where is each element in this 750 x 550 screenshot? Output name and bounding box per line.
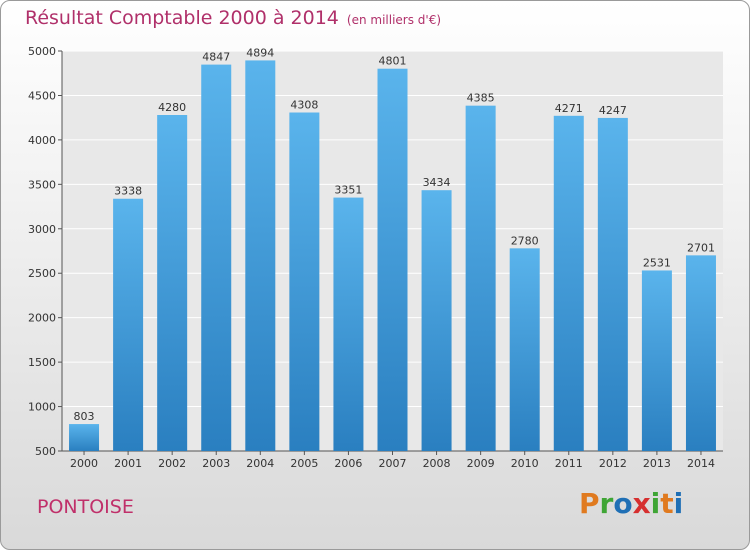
bar: [113, 198, 144, 451]
bar: [641, 270, 672, 451]
x-tick-label: 2004: [246, 457, 274, 470]
bar: [69, 424, 100, 451]
proxiti-logo: Proxiti: [579, 487, 683, 520]
y-tick-label: 2500: [28, 267, 56, 280]
x-tick-label: 2006: [334, 457, 362, 470]
bar: [333, 197, 364, 451]
bar: [245, 60, 276, 452]
logo-letter: t: [660, 487, 674, 520]
commune-name: PONTOISE: [37, 496, 134, 518]
bar-value-label: 4847: [202, 51, 230, 64]
x-tick-label: 2013: [643, 457, 671, 470]
bar-value-label: 2531: [643, 256, 671, 269]
bar: [597, 117, 628, 451]
x-tick-label: 2000: [70, 457, 98, 470]
bar-value-label: 3338: [114, 185, 142, 198]
y-tick-label: 3000: [28, 223, 56, 236]
logo-letter: P: [579, 487, 600, 520]
bar-value-label: 4280: [158, 101, 186, 114]
bar: [553, 115, 584, 452]
x-tick-label: 2014: [687, 457, 715, 470]
logo-letter: i: [673, 487, 684, 520]
bar-value-label: 4801: [379, 55, 407, 68]
y-tick-label: 2000: [28, 312, 56, 325]
x-tick-label: 2003: [202, 457, 230, 470]
y-tick-label: 5000: [28, 45, 56, 58]
x-tick-label: 2002: [158, 457, 186, 470]
bar-value-label: 4308: [290, 99, 318, 112]
bar: [421, 190, 452, 451]
x-tick-label: 2005: [290, 457, 318, 470]
chart-title: Résultat Comptable 2000 à 2014 (en millie…: [25, 7, 441, 29]
y-tick-label: 4500: [28, 89, 56, 102]
bar-value-label: 803: [74, 410, 95, 423]
logo-letter: i: [650, 487, 661, 520]
x-tick-label: 2012: [599, 457, 627, 470]
bar: [289, 112, 320, 451]
y-tick-label: 1500: [28, 356, 56, 369]
logo-letter: o: [613, 487, 633, 520]
bar: [685, 255, 716, 451]
bar-value-label: 4894: [246, 46, 274, 59]
x-tick-label: 2011: [555, 457, 583, 470]
bar: [509, 248, 540, 451]
bar-value-label: 4385: [467, 92, 495, 105]
chart-title-text: Résultat Comptable 2000 à 2014: [25, 7, 339, 29]
y-tick-label: 3500: [28, 178, 56, 191]
x-tick-label: 2001: [114, 457, 142, 470]
y-tick-label: 500: [35, 445, 56, 458]
bar-value-label: 2780: [511, 234, 539, 247]
bar-value-label: 2701: [687, 241, 715, 254]
bar-value-label: 3351: [334, 184, 362, 197]
logo-letter: r: [599, 487, 614, 520]
x-tick-label: 2008: [423, 457, 451, 470]
y-tick-label: 1000: [28, 401, 56, 414]
bar: [201, 64, 232, 451]
y-tick-label: 4000: [28, 134, 56, 147]
logo-letter: x: [632, 487, 651, 520]
bar-value-label: 4271: [555, 102, 583, 115]
bar: [465, 105, 496, 452]
bar-value-label: 3434: [423, 176, 451, 189]
x-tick-label: 2010: [511, 457, 539, 470]
x-tick-label: 2007: [379, 457, 407, 470]
bar-value-label: 4247: [599, 104, 627, 117]
chart-unit: (en milliers d'€): [346, 13, 442, 27]
bar: [377, 68, 408, 451]
x-tick-label: 2009: [467, 457, 495, 470]
bar: [157, 115, 188, 451]
